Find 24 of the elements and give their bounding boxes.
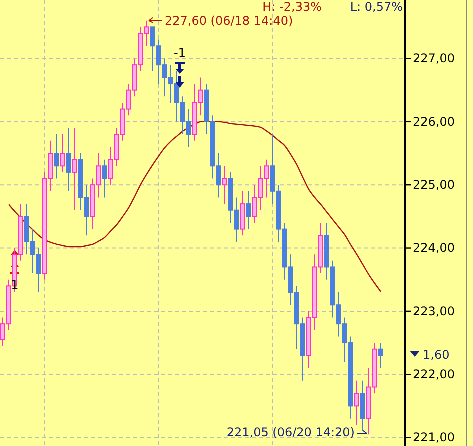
candlestick: [222, 166, 228, 205]
y-tick-label: 227,00: [413, 52, 455, 66]
annotation: -1: [174, 46, 186, 60]
y-tick-label: 223,00: [413, 304, 455, 318]
candlestick: [354, 380, 360, 426]
line-series: [8, 121, 382, 292]
y-tick-label: 225,00: [413, 178, 455, 192]
annotation: H: -2,33%: [262, 0, 322, 14]
candlestick: [66, 128, 72, 192]
annotation: L: 0,57%: [350, 0, 403, 14]
candlestick: [54, 134, 60, 180]
annotation: 227,60 (06/18 14:40): [165, 14, 294, 28]
annotation: 1: [11, 278, 19, 292]
text: 1,60: [423, 348, 450, 362]
y-tick-label: 222,00: [413, 367, 455, 382]
candlestick: [102, 159, 108, 198]
candlestick: [378, 342, 384, 369]
y-tick-label: 226,00: [413, 114, 455, 129]
candlestick: [72, 128, 78, 211]
candlestick: [246, 190, 252, 230]
y-tick-label: 221,00: [413, 430, 455, 445]
candlestick: [60, 134, 66, 173]
annotation: 221,05 (06/20 14:20): [226, 426, 355, 440]
y-tick-label: 224,00: [413, 241, 455, 256]
